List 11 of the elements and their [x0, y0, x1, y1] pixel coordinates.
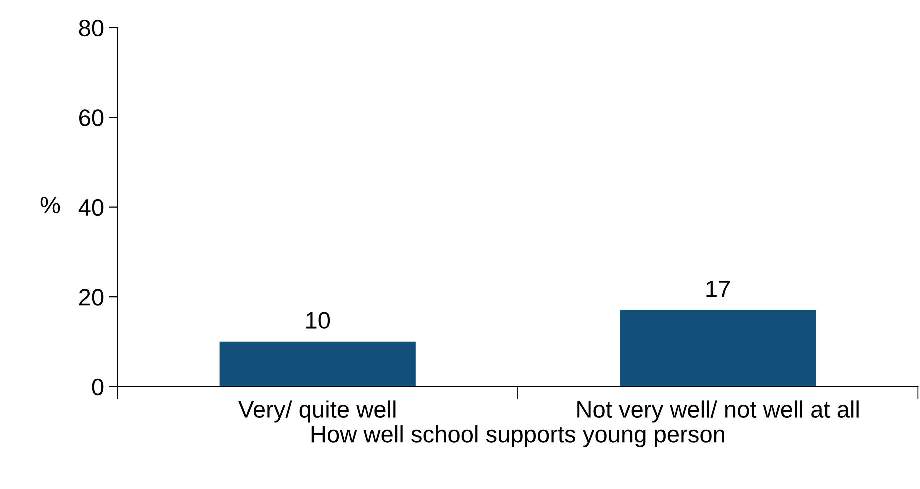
data-label: 17: [706, 281, 730, 298]
y-tick-label: 0: [92, 378, 104, 396]
data-label: 10: [306, 312, 330, 329]
y-tick-label: 80: [79, 20, 104, 37]
y-tick-label: 60: [80, 110, 104, 126]
x-tick-label: Not very well/ not well at all: [578, 400, 859, 423]
y-tick-label: 40: [78, 199, 104, 216]
x-tick-label: Very/ quite well: [238, 400, 396, 423]
y-axis-title: %: [40, 197, 60, 214]
y-tick-label: 20: [79, 289, 104, 306]
x-axis-title: How well school supports young person: [312, 425, 724, 448]
